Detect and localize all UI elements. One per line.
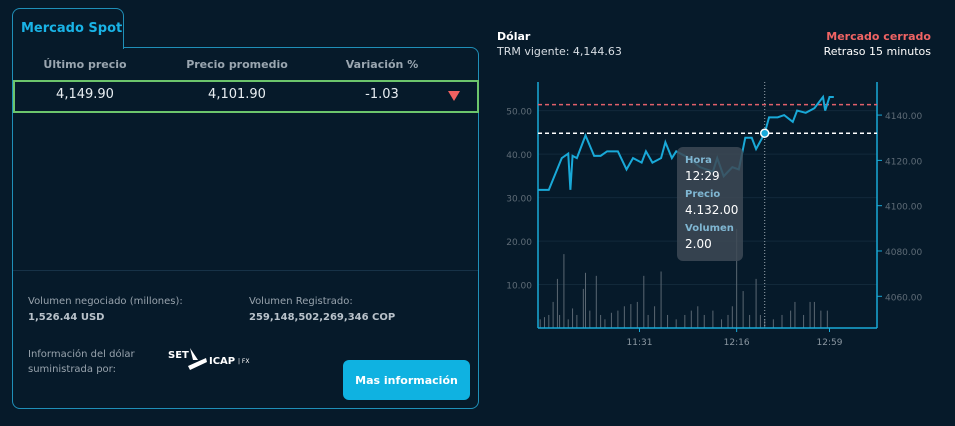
spot-panel xyxy=(12,47,479,409)
tooltip-volumen-value: 2.00 xyxy=(685,237,712,251)
trm-value: TRM vigente: 4,144.63 xyxy=(497,45,622,58)
avg-price: 4,101.90 xyxy=(208,87,266,102)
tooltip-precio-value: 4.132.00 xyxy=(685,203,739,217)
last-price: 4,149.90 xyxy=(56,87,114,102)
left-tick-label: 20.00 xyxy=(506,238,532,248)
variation: -1.03 xyxy=(365,87,399,102)
right-tick-label: 4060.00 xyxy=(885,293,922,303)
market-status: Mercado cerrado xyxy=(826,30,931,43)
tab-label: Mercado Spot xyxy=(21,21,123,36)
svg-text:SET: SET xyxy=(168,350,189,361)
x-tick-label: 12:16 xyxy=(724,338,750,348)
header-variation: Variación % xyxy=(345,58,419,71)
tooltip-hora-label: Hora xyxy=(685,155,712,166)
x-tick-label: 12:59 xyxy=(817,338,843,348)
x-tick-label: 11:31 xyxy=(627,338,653,348)
volume-registered-label: Volumen Registrado: xyxy=(249,296,353,307)
left-tick-label: 50.00 xyxy=(506,108,532,118)
chart-tooltip: Hora 12:29 Precio 4.132.00 Volumen 2.00 xyxy=(677,147,743,261)
volume-registered-value: 259,148,502,269,346 COP xyxy=(249,312,396,323)
svg-text:ICAP: ICAP xyxy=(209,356,235,367)
volume-traded-value: 1,526.44 USD xyxy=(28,312,105,323)
right-tick-label: 4080.00 xyxy=(885,248,922,258)
price-row xyxy=(13,80,479,113)
volume-traded-label: Volumen negociado (millones): xyxy=(28,296,183,307)
tooltip-precio-label: Precio xyxy=(685,189,721,200)
header-avg-price: Precio promedio xyxy=(186,58,288,71)
delay-notice: Retraso 15 minutos xyxy=(823,45,931,58)
left-tick-label: 10.00 xyxy=(506,282,532,292)
right-tick-label: 4100.00 xyxy=(885,203,922,213)
hover-point xyxy=(759,128,770,138)
left-tick-label: 40.00 xyxy=(506,151,532,161)
tab-mercado-spot[interactable]: Mercado Spot xyxy=(12,8,124,49)
header-last-price: Último precio xyxy=(43,58,127,71)
right-tick-label: 4140.00 xyxy=(885,112,922,122)
divider xyxy=(13,270,478,271)
left-tick-label: 30.00 xyxy=(506,195,532,205)
set-icap-fx-logo: SET ICAP | FX xyxy=(168,346,258,372)
right-tick-label: 4120.00 xyxy=(885,157,922,167)
tooltip-hora-value: 12:29 xyxy=(685,169,720,183)
svg-text:| FX: | FX xyxy=(238,358,250,365)
chart-title: Dólar xyxy=(497,30,531,43)
provider-label: Información del dólar suministrada por: xyxy=(28,349,135,375)
tooltip-volumen-label: Volumen xyxy=(685,223,734,234)
more-info-button[interactable]: Mas información xyxy=(343,360,470,400)
triangle-down-icon xyxy=(448,91,460,101)
